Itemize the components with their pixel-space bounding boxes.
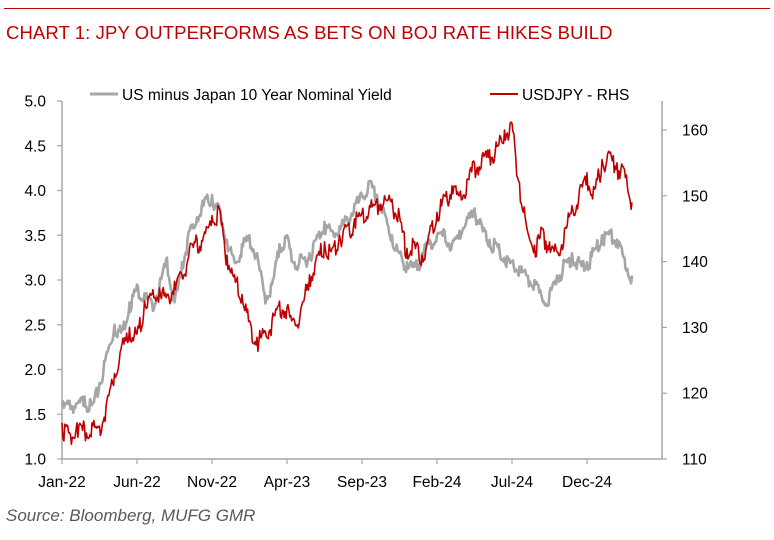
right-tick-label: 110 bbox=[682, 452, 707, 469]
chart-title: CHART 1: JPY OUTPERFORMS AS BETS ON BOJ … bbox=[6, 22, 613, 43]
left-tick-label: 3.5 bbox=[24, 228, 46, 245]
left-tick-label: 3.0 bbox=[24, 273, 46, 290]
series-layer bbox=[60, 121, 634, 446]
legend-label-spread: US minus Japan 10 Year Nominal Yield bbox=[122, 87, 392, 104]
x-tick-label: Jan-22 bbox=[38, 474, 85, 491]
series-line-usdjpy bbox=[61, 121, 633, 446]
right-tick-label: 150 bbox=[682, 188, 708, 205]
x-tick-label: Jul-24 bbox=[491, 474, 534, 491]
legend: US minus Japan 10 Year Nominal Yield USD… bbox=[90, 87, 629, 104]
legend-label-usdjpy: USDJPY - RHS bbox=[522, 87, 629, 104]
x-tick-label: Nov-22 bbox=[187, 474, 237, 491]
left-tick-label: 1.0 bbox=[24, 452, 46, 469]
left-tick-label: 1.5 bbox=[24, 407, 46, 424]
x-tick-label: Jun-22 bbox=[113, 474, 160, 491]
left-tick-label: 4.0 bbox=[24, 183, 46, 200]
top-rule bbox=[4, 8, 770, 9]
left-tick-label: 5.0 bbox=[24, 94, 46, 111]
axes: 1.0 1.5 2.0 2.5 3.0 3.5 4.0 4.5 5.0 110 120 130 140 1… bbox=[24, 94, 708, 492]
x-tick-label: Dec-24 bbox=[562, 474, 612, 491]
left-tick-label: 2.0 bbox=[24, 362, 46, 379]
x-tick-label: Sep-23 bbox=[337, 474, 387, 491]
x-tick-label: Apr-23 bbox=[264, 474, 311, 491]
right-tick-label: 120 bbox=[682, 386, 708, 403]
x-tick-label: Feb-24 bbox=[412, 474, 461, 491]
right-tick-label: 130 bbox=[682, 320, 708, 337]
right-tick-label: 140 bbox=[682, 254, 708, 271]
left-tick-label: 2.5 bbox=[24, 317, 46, 334]
source-note: Source: Bloomberg, MUFG GMR bbox=[6, 506, 256, 525]
right-tick-label: 160 bbox=[682, 123, 708, 140]
left-tick-label: 4.5 bbox=[24, 138, 46, 155]
